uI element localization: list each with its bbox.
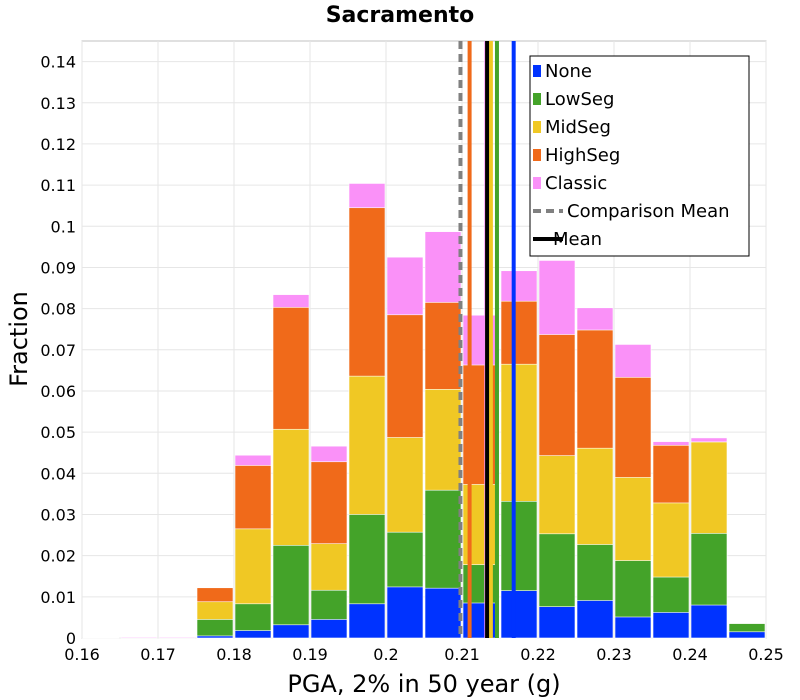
legend-label-midseg: MidSeg [545,117,611,138]
y-tick-label: 0.13 [40,94,76,113]
bar-none [538,606,576,639]
y-tick-label: 0.04 [40,464,76,483]
legend-label-comparison-mean: Comparison Mean [567,201,730,222]
bar-none [272,624,310,639]
y-tick-label: 0.11 [40,176,76,195]
y-tick-label: 0.05 [40,423,76,442]
y-axis-ticks: 0 0.01 0.02 0.03 0.04 0.05 0.06 0.07 0.08 0.09 0.1… [40,53,76,648]
legend-swatch-midseg [533,121,541,133]
histogram-bars [82,183,766,639]
bar-none [234,630,272,639]
bar-classic [120,636,158,639]
y-tick-label: 0.06 [40,382,76,401]
y-tick-label: 0.09 [40,258,76,277]
legend-label-none: None [545,61,592,82]
x-tick-label: 0.18 [216,645,252,664]
bar-none [728,631,766,639]
x-tick-label: 0.17 [140,645,176,664]
bar-none [614,616,652,639]
bar-none [424,587,462,639]
chart-title: Sacramento [326,3,475,28]
y-tick-label: 0.01 [40,588,76,607]
bar-none [500,590,538,639]
x-tick-label: 0.25 [748,645,784,664]
legend-label-lowseg: LowSeg [545,89,614,110]
legend-swatch-lowseg [533,93,541,105]
x-tick-label: 0.21 [444,645,480,664]
bar-none [652,612,690,639]
x-axis-title: PGA, 2% in 50 year (g) [287,670,560,698]
legend-swatch-none [533,65,541,77]
y-tick-label: 0.07 [40,341,76,360]
x-tick-label: 0.22 [520,645,556,664]
bar-none [310,619,348,639]
x-tick-label: 0.19 [292,645,328,664]
y-tick-label: 0.12 [40,135,76,154]
bar-none [386,586,424,639]
y-tick-label: 0 [66,629,76,648]
bar-none [576,600,614,639]
mean-lines [458,41,516,638]
grid-lines [81,41,767,639]
x-tick-label: 0.24 [672,645,708,664]
legend-box [529,55,750,257]
y-tick-label: 0.1 [51,217,76,236]
bar-lowseg [196,619,234,639]
legend-swatch-classic [533,177,541,189]
y-tick-label: 0.03 [40,505,76,524]
y-tick-label: 0.14 [40,53,76,72]
legend-label-classic: Classic [545,173,607,194]
legend-label-mean: Mean [553,229,602,250]
x-tick-label: 0.16 [64,645,100,664]
x-tick-label: 0.2 [373,645,398,664]
y-tick-label: 0.02 [40,547,76,566]
x-tick-label: 0.23 [596,645,632,664]
legend-swatch-highseg [533,149,541,161]
legend-label-highseg: HighSeg [545,145,620,166]
chart-legend: None LowSeg MidSeg HighSeg Classic Comparison… [529,55,750,257]
bar-none [348,603,386,639]
y-axis-title: Fraction [5,291,33,387]
bar-lowseg [272,545,310,639]
bar-classic [158,636,196,639]
y-tick-label: 0.08 [40,300,76,319]
bar-none [690,604,728,639]
bar-none [196,635,234,639]
x-axis-ticks: 0.16 0.17 0.18 0.19 0.2 0.21 0.22 0.23 0.24 0.25 [64,645,784,664]
